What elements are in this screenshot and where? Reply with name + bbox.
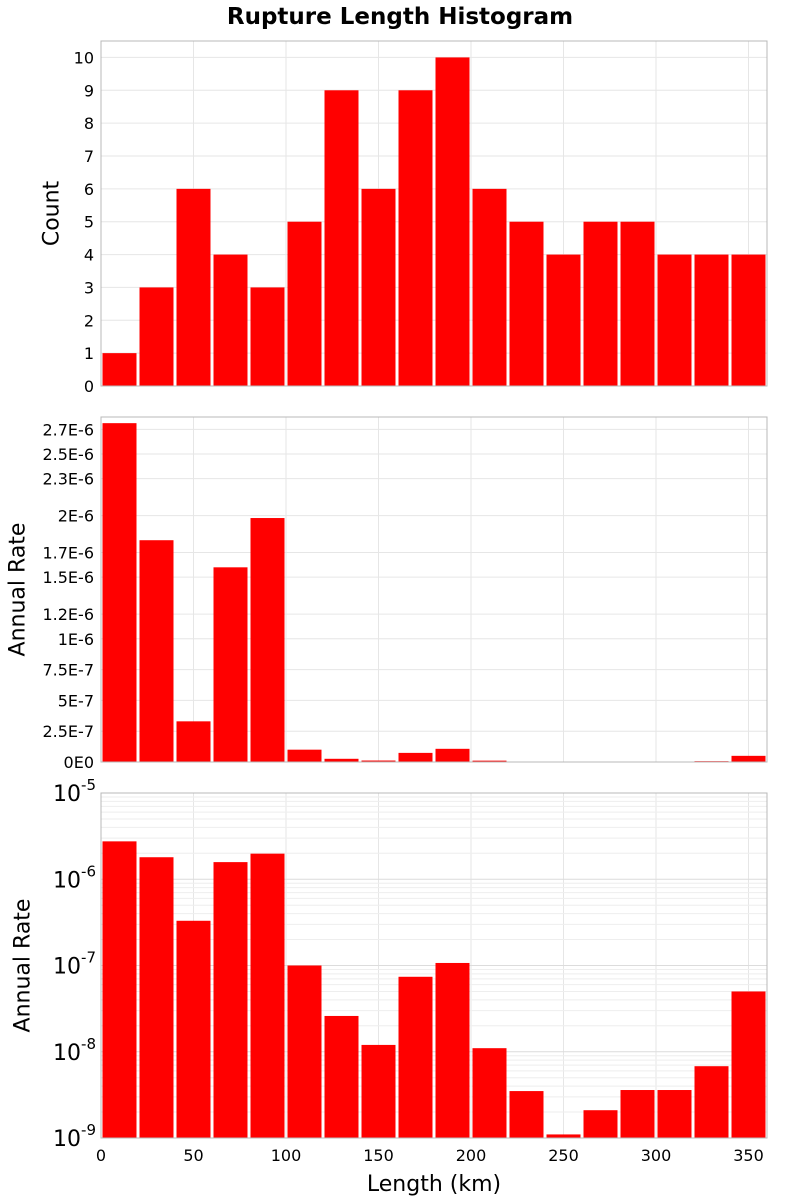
y-axis-label: Annual Rate [11,899,36,1033]
histogram-bar [250,518,285,762]
x-tick-label: 50 [183,1146,203,1165]
histogram-bar [213,254,248,386]
y-tick-label: 3 [84,278,94,297]
y-tick-label: 1 [84,344,94,363]
y-tick-label: 4 [84,246,94,265]
histogram-bar [620,1090,655,1138]
plot-area [101,417,767,762]
x-tick-label: 0 [96,1146,106,1165]
histogram-bar [361,760,396,762]
x-tick-label: 350 [733,1146,764,1165]
chart-title: Rupture Length Histogram [227,4,573,30]
y-tick-label: 8 [84,114,94,133]
histogram-bar [546,1134,581,1138]
histogram-bar [694,1066,729,1138]
histogram-bar [583,1110,618,1138]
histogram-bar [398,90,433,387]
histogram-bar [472,1048,507,1138]
histogram-bar [139,287,174,386]
y-tick-label: 0 [84,377,94,396]
plot-frame [100,416,768,763]
x-tick-label: 250 [548,1146,579,1165]
histogram-bar [102,423,137,762]
y-tick-label: 2.5E-6 [42,445,94,464]
y-tick-label: 0E0 [64,753,94,772]
histogram-bar [324,90,359,387]
histogram-bar [472,760,507,762]
x-tick-label: 200 [456,1146,487,1165]
y-tick-label: 2E-6 [58,507,94,526]
histogram-bar [435,748,470,762]
histogram-bar [213,862,248,1138]
y-tick-label: 5 [84,213,94,232]
histogram-bar [176,920,211,1138]
y-tick-label: 10-5 [53,776,96,807]
y-tick-label: 2.7E-6 [42,420,94,439]
y-tick-label: 2 [84,311,94,330]
y-axis-label: Annual Rate [6,523,31,657]
y-tick-label: 7.5E-7 [42,661,94,680]
histogram-bar [509,1091,544,1138]
histogram-bar [287,965,322,1138]
histogram-bar [287,749,322,762]
y-tick-label: 6 [84,180,94,199]
y-tick-label: 10-7 [53,949,96,980]
histogram-bar [398,752,433,762]
y-tick-label: 5E-7 [58,691,94,710]
histogram-bar [176,188,211,386]
plot-frame [100,792,768,1139]
x-axis-label: Length (km) [367,1172,501,1197]
histogram-bar [620,221,655,386]
histogram-bar [435,57,470,387]
x-tick-label: 100 [271,1146,302,1165]
histogram-bar [546,254,581,386]
y-tick-label: 1.5E-6 [42,568,94,587]
y-tick-label: 10-9 [53,1121,96,1152]
plot-frame [100,40,768,387]
histogram-bar [398,976,433,1138]
histogram-bar [731,991,766,1138]
histogram-bar [509,221,544,386]
y-tick-label: 1E-6 [58,630,94,649]
histogram-bar [139,857,174,1138]
y-tick-label: 10 [74,48,94,67]
histogram-bar [324,1015,359,1138]
histogram-bar [657,254,692,386]
histogram-bar [694,254,729,386]
y-tick-label: 10-8 [53,1035,96,1066]
histogram-bar [731,254,766,386]
histogram-bar [435,962,470,1138]
histogram-bar [176,721,211,762]
panel-1: 0 1 2 3 4 5 6 7 8 9 10 Count [40,40,768,396]
panel-3: 10-9 10-8 10-7 10-6 10-5 Annual Rate [11,776,768,1152]
histogram-bar [657,1090,692,1138]
histogram-bar [361,1044,396,1138]
histogram-bar [102,353,137,386]
histogram-bar [361,188,396,386]
x-tick-label: 150 [363,1146,394,1165]
histogram-bar [287,221,322,386]
y-axis-label: Count [40,180,65,246]
y-tick-label: 2.5E-7 [42,722,94,741]
y-tick-label: 10-6 [53,862,96,893]
x-tick-label: 300 [641,1146,672,1165]
y-tick-label: 9 [84,81,94,100]
histogram-bar [731,755,766,762]
y-tick-label: 7 [84,147,94,166]
histogram-bar [102,841,137,1138]
histogram-bar [250,287,285,386]
y-tick-label: 1.2E-6 [42,605,94,624]
histogram-bar [472,188,507,386]
histogram-bar [250,853,285,1138]
histogram-bar [324,758,359,762]
panel-2: 0E0 2.5E-7 5E-7 7.5E-7 1E-6 1.2E-6 1.5E-6 1.7E-… [6,416,768,772]
histogram-bar [583,221,618,386]
histogram-bar [213,567,248,762]
y-tick-label: 1.7E-6 [42,544,94,563]
y-tick-label: 2.3E-6 [42,470,94,489]
histogram-bar [139,540,174,762]
